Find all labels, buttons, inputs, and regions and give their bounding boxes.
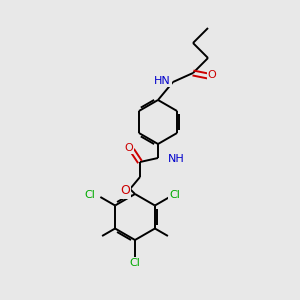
Text: Cl: Cl (169, 190, 180, 200)
Text: Cl: Cl (85, 190, 95, 200)
Text: NH: NH (168, 154, 185, 164)
Text: O: O (208, 70, 216, 80)
Text: O: O (120, 184, 130, 197)
Text: HN: HN (154, 76, 171, 86)
Text: O: O (124, 143, 134, 153)
Text: Cl: Cl (130, 258, 140, 268)
